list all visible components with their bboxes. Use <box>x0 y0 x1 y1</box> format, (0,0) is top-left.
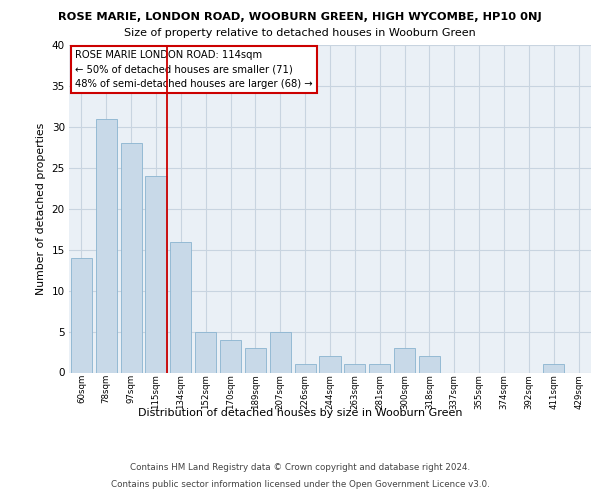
Text: Distribution of detached houses by size in Wooburn Green: Distribution of detached houses by size … <box>138 408 462 418</box>
Bar <box>121 143 142 372</box>
Text: Contains public sector information licensed under the Open Government Licence v3: Contains public sector information licen… <box>110 480 490 489</box>
Bar <box>145 176 167 372</box>
Text: Contains HM Land Registry data © Crown copyright and database right 2024.: Contains HM Land Registry data © Crown c… <box>130 464 470 472</box>
Bar <box>419 356 440 372</box>
Bar <box>543 364 564 372</box>
Text: ROSE MARIE, LONDON ROAD, WOOBURN GREEN, HIGH WYCOMBE, HP10 0NJ: ROSE MARIE, LONDON ROAD, WOOBURN GREEN, … <box>58 12 542 22</box>
Bar <box>369 364 390 372</box>
Bar <box>220 340 241 372</box>
Text: ROSE MARIE LONDON ROAD: 114sqm
← 50% of detached houses are smaller (71)
48% of : ROSE MARIE LONDON ROAD: 114sqm ← 50% of … <box>75 50 313 88</box>
Text: Size of property relative to detached houses in Wooburn Green: Size of property relative to detached ho… <box>124 28 476 38</box>
Bar <box>319 356 341 372</box>
Bar <box>295 364 316 372</box>
Bar <box>270 332 291 372</box>
Bar <box>245 348 266 372</box>
Bar <box>96 118 117 372</box>
Bar <box>394 348 415 372</box>
Y-axis label: Number of detached properties: Number of detached properties <box>36 122 46 295</box>
Bar <box>170 242 191 372</box>
Bar <box>71 258 92 372</box>
Bar <box>195 332 216 372</box>
Bar <box>344 364 365 372</box>
